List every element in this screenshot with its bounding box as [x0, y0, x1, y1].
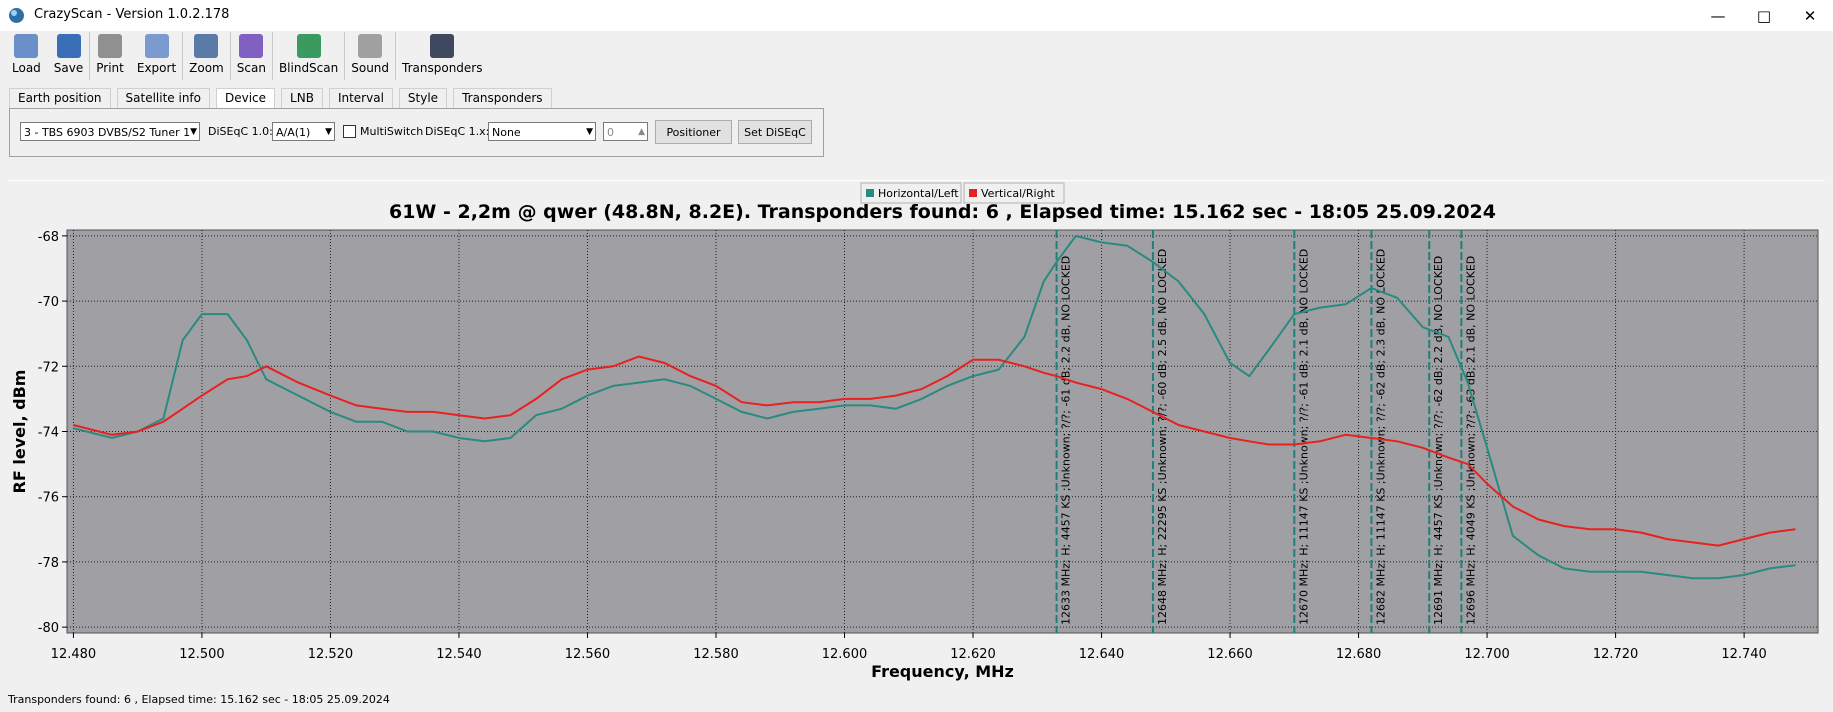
- toolbar-label: Export: [136, 61, 177, 75]
- toolbar-button[interactable]: Scan: [231, 32, 273, 80]
- y-tick-label: -68: [38, 230, 59, 245]
- x-tick-label: 12.560: [565, 647, 611, 662]
- transponder-label: 12633 MHz; H; 4457 KS ;Unknown; ?/?; -61…: [1060, 256, 1073, 625]
- x-tick-label: 12.720: [1593, 647, 1639, 662]
- toolbar-button[interactable]: BlindScan: [273, 32, 346, 80]
- x-tick-label: 12.680: [1336, 647, 1382, 662]
- toolbar-icon: [296, 34, 321, 58]
- x-tick-label: 12.640: [1079, 647, 1125, 662]
- toolbar-label: Sound: [351, 61, 390, 75]
- toolbar-icon: [98, 34, 123, 58]
- y-tick-label: -78: [38, 556, 59, 571]
- legend-box: [963, 182, 1065, 204]
- diseqc10-value: A/A(1): [276, 126, 311, 139]
- set-diseqc-button[interactable]: Set DiSEqC: [738, 120, 812, 144]
- toolbar-icon: [144, 34, 169, 58]
- toolbar-icon: [194, 34, 219, 58]
- chart: 61W - 2,2m @ qwer (48.8N, 8.2E). Transpo…: [10, 182, 1819, 681]
- x-tick-label: 12.520: [308, 647, 354, 662]
- diseqc10-select[interactable]: A/A(1) ▼: [272, 122, 335, 141]
- toolbar: Load Save Print Export Zoom Scan BlindScan Soun…: [6, 32, 490, 80]
- y-tick-label: -76: [38, 491, 59, 506]
- spin-box[interactable]: 0 ▲: [603, 122, 648, 141]
- tab[interactable]: Device: [216, 88, 276, 108]
- x-tick-label: 12.500: [179, 647, 225, 662]
- toolbar-icon: [56, 34, 81, 58]
- x-tick-label: 12.620: [950, 647, 996, 662]
- tab[interactable]: Style: [398, 88, 448, 108]
- toolbar-icon: [430, 34, 455, 58]
- title-bar: CrazyScan - Version 1.0.2.178 — □ ✕: [0, 0, 1833, 31]
- toolbar-button[interactable]: Sound: [345, 32, 397, 80]
- x-tick-label: 12.660: [1207, 647, 1253, 662]
- toolbar-icon: [14, 34, 39, 58]
- legend-label: Vertical/Right: [981, 187, 1056, 200]
- diseqc1x-select[interactable]: None ▼: [488, 122, 596, 141]
- maximize-button[interactable]: □: [1756, 6, 1772, 25]
- transponder-label: 12696 MHz; H; 4049 KS ;Unknown; ?/?; -63…: [1464, 256, 1477, 625]
- series-line: [73, 355, 1796, 547]
- minimize-button[interactable]: —: [1710, 6, 1726, 25]
- toolbar-label: Load: [12, 61, 41, 75]
- toolbar-button[interactable]: Transponders: [396, 32, 489, 80]
- transponder-label: 12648 MHz; H; 22295 KS ;Unknown; ?/?; -6…: [1156, 249, 1169, 625]
- tab[interactable]: Satellite info: [116, 88, 210, 108]
- y-tick-label: -70: [38, 295, 59, 310]
- positioner-button[interactable]: Positioner: [655, 120, 732, 144]
- legend-box: [860, 182, 962, 204]
- tuner-value: 3 - TBS 6903 DVBS/S2 Tuner 1: [24, 126, 191, 139]
- chart-panel: 61W - 2,2m @ qwer (48.8N, 8.2E). Transpo…: [8, 180, 1825, 689]
- y-axis-label: RF level, dBm: [10, 370, 29, 494]
- toolbar-label: Scan: [236, 61, 266, 75]
- x-tick-label: 12.700: [1464, 647, 1510, 662]
- toolbar-label: Save: [53, 61, 84, 75]
- legend-swatch: [866, 189, 874, 197]
- chart-title: 61W - 2,2m @ qwer (48.8N, 8.2E). Transpo…: [389, 201, 1496, 223]
- x-tick-label: 12.740: [1721, 647, 1767, 662]
- app-icon: [9, 8, 24, 23]
- device-panel: 3 - TBS 6903 DVBS/S2 Tuner 1 ▼ DiSEqC 1.0…: [9, 108, 824, 157]
- toolbar-icon: [358, 34, 383, 58]
- x-tick-label: 12.480: [51, 647, 97, 662]
- tab-strip: Earth position Satellite info Device LNB Int…: [9, 88, 558, 108]
- toolbar-button[interactable]: Print: [90, 32, 131, 80]
- toolbar-label: BlindScan: [278, 61, 339, 75]
- toolbar-label: Print: [96, 61, 124, 75]
- x-tick-label: 12.600: [822, 647, 868, 662]
- y-tick-label: -80: [38, 621, 59, 636]
- x-axis-label: Frequency, MHz: [871, 662, 1014, 681]
- toolbar-button[interactable]: Export: [131, 32, 184, 80]
- toolbar-button[interactable]: Zoom: [183, 32, 231, 80]
- tab[interactable]: Transponders: [453, 88, 552, 108]
- window-title: CrazyScan - Version 1.0.2.178: [34, 7, 230, 22]
- diseqc1x-value: None: [492, 126, 521, 139]
- y-tick-label: -74: [38, 426, 59, 441]
- diseqc10-label: DiSEqC 1.0:: [208, 125, 273, 138]
- tuner-select[interactable]: 3 - TBS 6903 DVBS/S2 Tuner 1 ▼: [20, 122, 200, 141]
- transponder-label: 12691 MHz; H; 4457 KS ;Unknown; ?/?; -62…: [1432, 256, 1445, 625]
- toolbar-label: Transponders: [402, 61, 483, 75]
- toolbar-button[interactable]: Save: [48, 32, 91, 80]
- transponder-label: 12682 MHz; H; 11147 KS ;Unknown; ?/?; -6…: [1374, 249, 1387, 625]
- series-line: [73, 234, 1796, 580]
- diseqc1x-label: DiSEqC 1.x:: [425, 125, 490, 138]
- close-button[interactable]: ✕: [1803, 6, 1817, 25]
- toolbar-label: Zoom: [189, 61, 224, 75]
- x-tick-label: 12.540: [436, 647, 482, 662]
- y-tick-label: -72: [38, 360, 59, 375]
- tab[interactable]: Earth position: [9, 88, 111, 108]
- tab[interactable]: Interval: [328, 88, 393, 108]
- x-tick-label: 12.580: [693, 647, 739, 662]
- status-bar: Transponders found: 6 , Elapsed time: 15…: [8, 693, 390, 706]
- toolbar-icon: [239, 34, 264, 58]
- toolbar-button[interactable]: Load: [6, 32, 48, 80]
- tab[interactable]: LNB: [281, 88, 323, 108]
- legend-swatch: [969, 189, 977, 197]
- transponder-label: 12670 MHz; H; 11147 KS ;Unknown; ?/?; -6…: [1297, 249, 1310, 625]
- multiswitch-checkbox[interactable]: [343, 125, 356, 138]
- multiswitch-label: MultiSwitch: [360, 125, 424, 138]
- spin-value: 0: [607, 126, 614, 139]
- legend-label: Horizontal/Left: [878, 187, 959, 200]
